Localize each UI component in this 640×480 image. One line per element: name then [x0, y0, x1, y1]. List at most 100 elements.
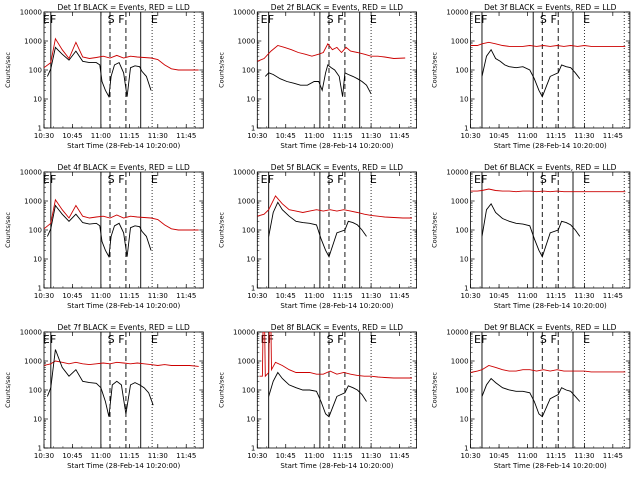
- x-tick-label: 10:30: [247, 292, 267, 300]
- y-tick-label: 1000: [451, 38, 469, 46]
- interval-marker-label: E: [261, 13, 268, 26]
- events-series-line: [481, 48, 581, 98]
- y-axis-label: Counts/sec: [431, 212, 439, 248]
- x-tick-label: 11:30: [148, 292, 168, 300]
- panel-title: Det 7f BLACK = Events, RED = LLD: [58, 323, 191, 332]
- x-tick-label: 10:45: [276, 292, 296, 300]
- x-tick-label: 10:30: [461, 132, 481, 140]
- x-tick-label: 11:30: [361, 452, 381, 460]
- panel-title: Det 2f BLACK = Events, RED = LLD: [271, 3, 404, 12]
- y-tick-label: 100: [29, 227, 42, 235]
- y-tick-label: 10: [460, 256, 469, 264]
- interval-marker-label: E: [474, 13, 481, 26]
- x-axis-label: Start Time (28-Feb-14 10:20:00): [67, 462, 180, 470]
- lld-series-line: [44, 360, 199, 367]
- y-tick-label: 10000: [233, 329, 255, 337]
- y-tick-label: 10: [33, 96, 42, 104]
- panel-1: Det 1f BLACK = Events, RED = LLD 1 10 100 10…: [4, 3, 204, 150]
- x-tick-label: 10:30: [34, 132, 54, 140]
- y-axis-label: Counts/sec: [431, 372, 439, 408]
- y-tick-label: 100: [455, 387, 468, 395]
- interval-marker-label: F: [50, 333, 56, 346]
- x-tick-label: 10:45: [276, 132, 296, 140]
- events-series-line: [46, 46, 152, 99]
- interval-marker-label: F: [268, 173, 274, 186]
- panel-4: Det 4f BLACK = Events, RED = LLD 1 10 100 10…: [4, 163, 204, 310]
- interval-marker-label: S: [108, 173, 115, 186]
- x-tick-label: 11:30: [148, 132, 168, 140]
- lld-series-line: [470, 188, 626, 193]
- plot-frame: [470, 11, 631, 129]
- plot-frame: [43, 331, 204, 449]
- x-tick-label: 10:45: [489, 292, 509, 300]
- interval-marker-label: E: [151, 173, 158, 186]
- interval-marker-label: E: [370, 333, 377, 346]
- interval-marker-label: E: [474, 173, 481, 186]
- x-tick-label: 11:45: [603, 292, 623, 300]
- y-tick-label: 10000: [20, 169, 42, 177]
- interval-marker-label: S: [108, 333, 115, 346]
- y-tick-label: 10000: [233, 169, 255, 177]
- y-tick-label: 1: [251, 125, 255, 133]
- y-tick-label: 10000: [20, 329, 42, 337]
- x-tick-label: 10:45: [489, 452, 509, 460]
- y-tick-label: 1: [38, 445, 42, 453]
- y-axis-label: Counts/sec: [431, 52, 439, 88]
- y-tick-label: 1: [38, 285, 42, 293]
- x-tick-label: 10:30: [247, 132, 267, 140]
- y-tick-label: 1000: [237, 38, 255, 46]
- y-tick-label: 100: [242, 227, 255, 235]
- interval-marker-label: E: [583, 173, 590, 186]
- y-tick-label: 10000: [20, 9, 42, 17]
- x-tick-label: 11:00: [91, 452, 111, 460]
- x-axis-label: Start Time (28-Feb-14 10:20:00): [494, 142, 607, 150]
- panel-5: Det 5f BLACK = Events, RED = LLD 1 10 100 10…: [217, 163, 417, 310]
- lld-series-line: [259, 332, 412, 379]
- x-axis-label: Start Time (28-Feb-14 10:20:00): [494, 462, 607, 470]
- plot-frame: [256, 11, 417, 129]
- interval-marker-label: E: [583, 13, 590, 26]
- x-tick-label: 11:15: [333, 452, 353, 460]
- lld-series-line: [44, 37, 199, 71]
- y-tick-label: 100: [29, 67, 42, 75]
- lld-series-line: [44, 198, 199, 231]
- interval-marker-label: F: [118, 173, 124, 186]
- lld-series-line: [470, 41, 626, 47]
- interval-marker-label: E: [261, 333, 268, 346]
- events-series-line: [46, 204, 152, 259]
- x-tick-label: 11:30: [574, 452, 594, 460]
- x-tick-label: 10:45: [62, 452, 82, 460]
- x-axis-label: Start Time (28-Feb-14 10:20:00): [67, 302, 180, 310]
- x-tick-label: 11:45: [389, 292, 409, 300]
- x-tick-label: 11:15: [546, 292, 566, 300]
- x-tick-label: 11:45: [176, 292, 196, 300]
- interval-marker-label: F: [50, 13, 56, 26]
- y-axis-label: Counts/sec: [4, 52, 12, 88]
- interval-marker-label: E: [583, 333, 590, 346]
- x-tick-label: 11:45: [176, 452, 196, 460]
- y-tick-label: 1: [38, 125, 42, 133]
- events-series-line: [268, 201, 367, 258]
- interval-marker-label: F: [550, 13, 556, 26]
- interval-marker-label: F: [337, 173, 343, 186]
- y-tick-label: 10: [246, 96, 255, 104]
- panel-title: Det 3f BLACK = Events, RED = LLD: [484, 3, 617, 12]
- interval-marker-label: E: [370, 173, 377, 186]
- interval-marker-label: E: [43, 13, 50, 26]
- y-tick-label: 100: [29, 387, 42, 395]
- x-tick-label: 11:30: [361, 292, 381, 300]
- panel-title: Det 1f BLACK = Events, RED = LLD: [58, 3, 191, 12]
- panel-9: Det 9f BLACK = Events, RED = LLD 1 10 100 10…: [431, 323, 631, 470]
- y-tick-label: 10: [246, 256, 255, 264]
- plot-frame: [470, 171, 631, 289]
- x-tick-label: 11:45: [603, 132, 623, 140]
- y-tick-label: 1: [464, 125, 468, 133]
- x-tick-label: 11:15: [119, 132, 139, 140]
- interval-marker-label: F: [550, 173, 556, 186]
- y-tick-label: 10: [460, 416, 469, 424]
- x-tick-label: 10:30: [34, 292, 54, 300]
- interval-marker-label: F: [481, 333, 487, 346]
- x-tick-label: 11:00: [304, 292, 324, 300]
- y-tick-label: 1000: [237, 358, 255, 366]
